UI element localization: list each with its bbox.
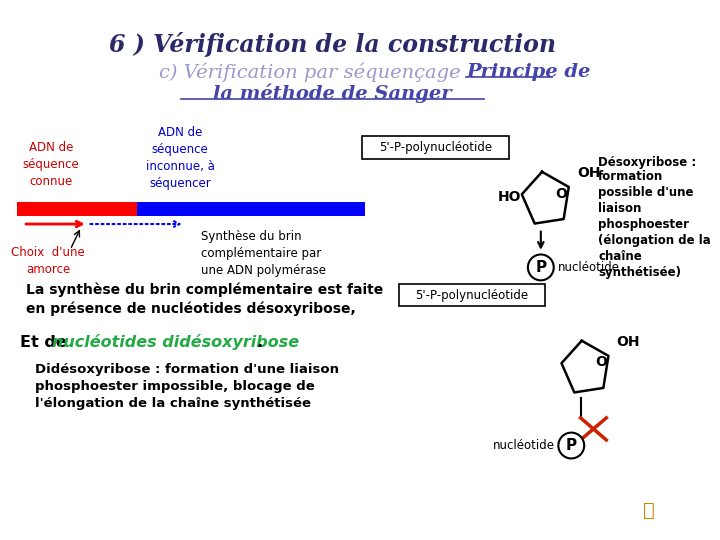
Text: OH: OH bbox=[577, 166, 600, 180]
Text: Et de: Et de bbox=[20, 335, 73, 350]
FancyBboxPatch shape bbox=[399, 284, 546, 306]
Text: Principe de: Principe de bbox=[466, 63, 590, 81]
Bar bbox=[137, 202, 366, 215]
Text: HO: HO bbox=[498, 190, 521, 204]
Text: O: O bbox=[555, 187, 567, 200]
Text: Choix  d'une
amorce: Choix d'une amorce bbox=[11, 246, 85, 276]
Text: Synthèse du brin
complémentaire par
une ADN polymérase: Synthèse du brin complémentaire par une … bbox=[201, 230, 326, 276]
Text: La synthèse du brin complémentaire est faite: La synthèse du brin complémentaire est f… bbox=[26, 282, 383, 297]
Text: Désoxyribose :: Désoxyribose : bbox=[598, 156, 696, 168]
Bar bbox=[17, 202, 137, 215]
Text: 6 ) Vérification de la construction: 6 ) Vérification de la construction bbox=[109, 32, 556, 57]
Text: en présence de nucléotides désoxyribose,: en présence de nucléotides désoxyribose, bbox=[26, 302, 356, 316]
Text: ADN de
séquence
inconnue, à
séquencer: ADN de séquence inconnue, à séquencer bbox=[145, 126, 215, 190]
Circle shape bbox=[528, 254, 554, 280]
Text: 🔊: 🔊 bbox=[643, 501, 654, 519]
Text: 5'-P-polynucléotide: 5'-P-polynucléotide bbox=[379, 141, 492, 154]
Text: OH: OH bbox=[616, 335, 640, 349]
Text: nucléotide: nucléotide bbox=[557, 261, 619, 274]
Text: .: . bbox=[256, 335, 263, 350]
FancyBboxPatch shape bbox=[361, 137, 510, 159]
Text: P: P bbox=[566, 438, 577, 453]
Text: formation
possible d'une
liaison
phosphoester
(élongation de la
chaîne
synthétis: formation possible d'une liaison phospho… bbox=[598, 170, 711, 279]
Text: 5'-P-polynucléotide: 5'-P-polynucléotide bbox=[415, 288, 528, 302]
Text: P: P bbox=[535, 260, 546, 275]
Text: ADN de
séquence
connue: ADN de séquence connue bbox=[22, 141, 79, 188]
Text: O: O bbox=[595, 355, 607, 369]
Text: c) Vérification par séquençage :: c) Vérification par séquençage : bbox=[158, 62, 480, 82]
Text: la méthode de Sanger: la méthode de Sanger bbox=[213, 83, 451, 103]
Text: nucléotide: nucléotide bbox=[492, 439, 554, 452]
Circle shape bbox=[558, 433, 584, 458]
Text: nucléotides didésoxyribose: nucléotides didésoxyribose bbox=[52, 334, 299, 350]
Text: Didésoxyribose : formation d'une liaison
phosphoester impossible, blocage de
l'é: Didésoxyribose : formation d'une liaison… bbox=[35, 363, 339, 410]
